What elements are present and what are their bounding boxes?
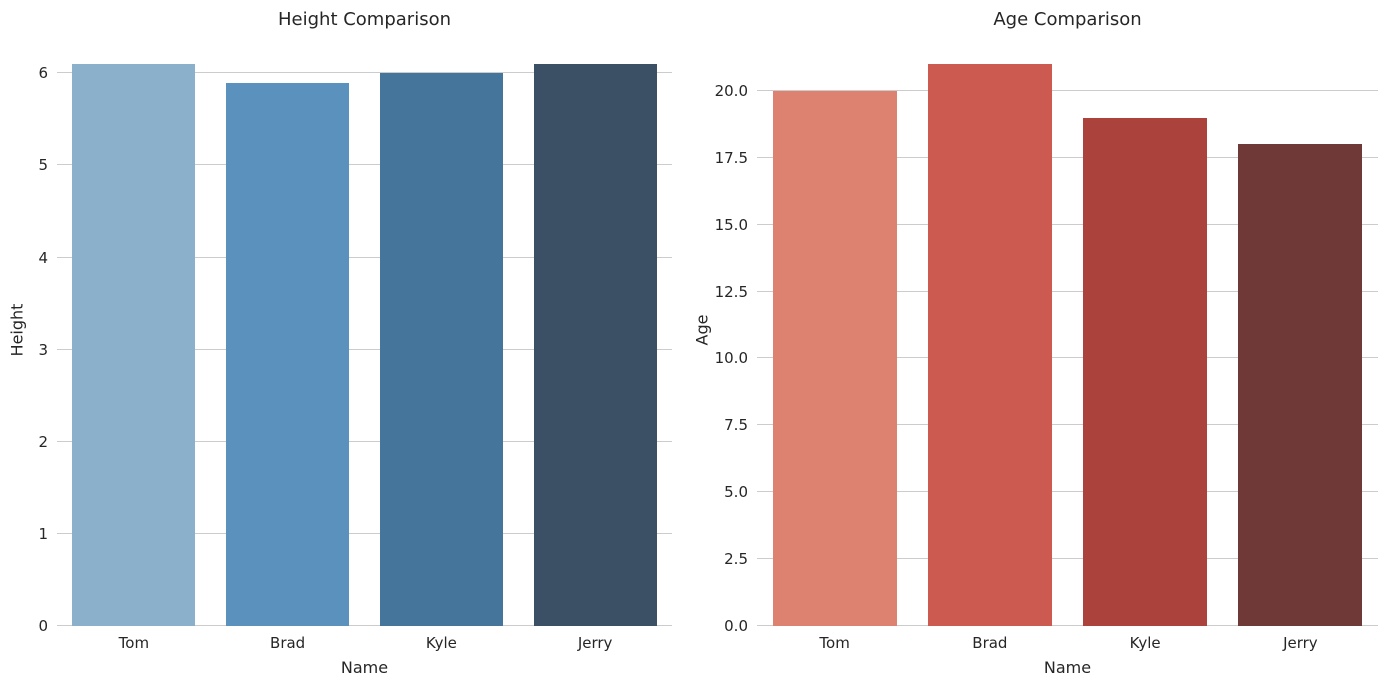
y-tick-label: 5 (38, 156, 48, 175)
y-tick-label: 7.5 (724, 416, 748, 435)
gridline-height-3 (57, 348, 672, 350)
gridline-age-20.0 (757, 89, 1378, 91)
y-tick-label: 2 (38, 432, 48, 451)
gridline-height-4 (57, 256, 672, 258)
x-tick-label-brad: Brad (270, 634, 306, 652)
y-tick-label: 20.0 (714, 81, 748, 100)
gridline-age-7.5 (757, 424, 1378, 426)
gridline-age-15.0 (757, 223, 1378, 225)
x-axis-ticks-age: Tom Brad Kyle Jerry (757, 634, 1378, 652)
bar-age-brad (927, 64, 1052, 626)
x-tick-label-jerry: Jerry (1283, 634, 1318, 652)
x-tick-label-jerry: Jerry (577, 634, 613, 652)
plot-area-height (57, 36, 672, 626)
bar-age-jerry (1238, 144, 1363, 626)
bar-age-tom (772, 90, 897, 626)
x-axis-ticks-height: Tom Brad Kyle Jerry (57, 634, 672, 652)
x-axis-label-age: Name (1043, 658, 1092, 677)
y-tick-label: 10.0 (714, 349, 748, 368)
chart-title-age: Age Comparison (993, 9, 1142, 30)
y-tick-label: 0 (38, 617, 48, 635)
y-tick-label: 12.5 (714, 282, 748, 301)
bar-height-jerry (533, 64, 657, 626)
y-axis-ticks-height: 0 1 2 3 4 5 6 (0, 36, 48, 635)
gridline-age-5.0 (757, 491, 1378, 493)
gridline-height-5 (57, 164, 672, 166)
x-tick-label-kyle: Kyle (1129, 634, 1161, 652)
y-tick-label: 6 (38, 64, 48, 83)
bar-height-tom (72, 64, 196, 626)
y-axis-ticks-age: 0.0 2.5 5.0 7.5 10.0 12.5 15.0 17.5 20.0 (682, 36, 748, 635)
y-tick-label: 0.0 (724, 617, 748, 635)
gridline-age-17.5 (757, 156, 1378, 158)
y-tick-label: 4 (38, 248, 48, 267)
y-tick-label: 17.5 (714, 148, 748, 167)
x-tick-label-tom: Tom (819, 634, 850, 652)
chart-title-height: Height Comparison (278, 9, 451, 30)
gridline-height-6 (57, 72, 672, 74)
bar-height-kyle (379, 73, 503, 626)
gridline-age-10.0 (757, 357, 1378, 359)
gridline-age-0.0 (757, 625, 1378, 626)
gridline-height-2 (57, 440, 672, 442)
x-tick-label-kyle: Kyle (425, 634, 457, 652)
gridline-age-2.5 (757, 558, 1378, 560)
gridline-height-0 (57, 625, 672, 626)
y-tick-label: 3 (38, 340, 48, 359)
gridline-age-12.5 (757, 290, 1378, 292)
y-tick-label: 2.5 (724, 550, 748, 569)
plot-area-age (757, 36, 1378, 626)
y-tick-label: 5.0 (724, 483, 748, 502)
bar-height-brad (226, 82, 350, 626)
y-tick-label: 1 (38, 524, 48, 543)
x-axis-label-height: Name (340, 658, 389, 677)
x-tick-label-tom: Tom (118, 634, 150, 652)
y-tick-label: 15.0 (714, 215, 748, 234)
gridline-height-1 (57, 532, 672, 534)
x-tick-label-brad: Brad (972, 634, 1008, 652)
bar-age-kyle (1083, 117, 1208, 626)
